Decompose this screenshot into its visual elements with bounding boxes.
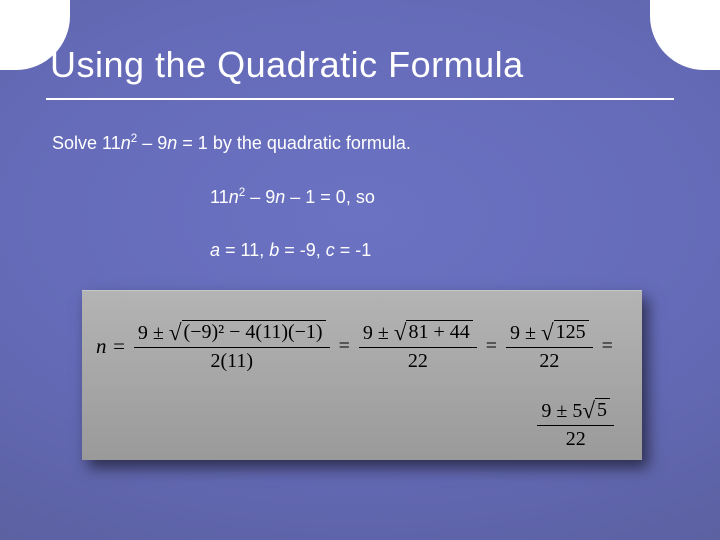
fraction-1: 9 ± √(−9)² − 4(11)(−1) 2(11) — [134, 320, 330, 373]
text: = 1 by the quadratic formula. — [177, 133, 411, 153]
var-n: n — [121, 133, 131, 153]
text: 9 ± — [510, 322, 541, 344]
sqrt-icon: √5 — [582, 398, 610, 422]
formula-box: n = 9 ± √(−9)² − 4(11)(−1) 2(11) = 9 ± √… — [82, 290, 642, 460]
formula-row-1: n = 9 ± √(−9)² − 4(11)(−1) 2(11) = 9 ± √… — [96, 320, 632, 373]
denominator: 22 — [404, 350, 432, 373]
text: 11 — [210, 187, 229, 207]
text: 9 ± — [363, 322, 394, 344]
sqrt-icon: √125 — [541, 320, 589, 344]
equals-sign: = — [483, 335, 500, 358]
text: = 11, — [220, 240, 269, 260]
radicand: 125 — [554, 320, 589, 344]
text: = -1 — [335, 240, 372, 260]
coefficients: a = 11, b = -9, c = -1 — [210, 240, 371, 261]
var-n: n — [229, 187, 239, 207]
slide-title: Using the Quadratic Formula — [50, 44, 670, 86]
text: – 9 — [245, 187, 275, 207]
text: = -9, — [279, 240, 326, 260]
lhs: n = — [96, 334, 126, 359]
title-underline — [46, 98, 674, 100]
slide: Using the Quadratic Formula Solve 11n2 –… — [0, 0, 720, 540]
var-a: a — [210, 240, 220, 260]
var-b: b — [269, 240, 279, 260]
radicand: (−9)² − 4(11)(−1) — [182, 320, 326, 344]
var-n: n — [167, 133, 177, 153]
problem-statement: Solve 11n2 – 9n = 1 by the quadratic for… — [52, 132, 411, 154]
sqrt-icon: √81 + 44 — [394, 320, 473, 344]
text: 9 ± — [138, 322, 169, 344]
text: Solve 11 — [52, 133, 121, 153]
text: 9 ± 5 — [541, 400, 582, 422]
text: – 9 — [137, 133, 167, 153]
var-n: n — [275, 187, 285, 207]
denominator: 2(11) — [206, 350, 257, 373]
equals-sign: = — [599, 335, 616, 358]
denominator: 22 — [535, 350, 563, 373]
fraction-2: 9 ± √81 + 44 22 — [359, 320, 477, 373]
radicand: 81 + 44 — [406, 320, 472, 344]
text: – 1 = 0, so — [285, 187, 375, 207]
var-c: c — [326, 240, 335, 260]
equation-standard-form: 11n2 – 9n – 1 = 0, so — [210, 186, 375, 208]
fraction-3: 9 ± √125 22 — [506, 320, 593, 373]
fraction-4: 9 ± 5√5 22 — [537, 398, 614, 451]
denominator: 22 — [562, 428, 590, 451]
radicand: 5 — [595, 398, 610, 422]
sqrt-icon: √(−9)² − 4(11)(−1) — [169, 320, 326, 344]
equals-sign: = — [336, 335, 353, 358]
formula-row-2: 9 ± 5√5 22 — [537, 398, 614, 451]
